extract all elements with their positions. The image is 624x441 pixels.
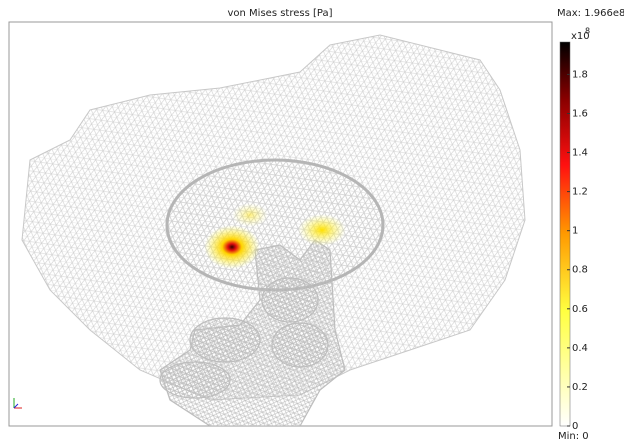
exponent: 8 — [585, 27, 590, 36]
colorbar-tick-label: 0.8 — [572, 265, 588, 276]
colorbar-tick-label: 1.2 — [572, 187, 588, 198]
coil-2 — [272, 323, 328, 367]
hotspot — [204, 225, 260, 269]
colorbar-tick-label: 0.6 — [572, 304, 588, 315]
colorbar-tick-label: 1.4 — [572, 148, 588, 159]
hotspot — [298, 214, 346, 246]
colorbar-tick-label: 1.6 — [572, 108, 588, 119]
max-label: Max: 1.966e8 — [557, 8, 624, 19]
coil-3 — [190, 318, 260, 362]
min-label: Min: 0 — [558, 431, 589, 441]
colorbar — [560, 42, 570, 426]
coil-1 — [262, 278, 318, 322]
colorbar-tick-label: 1 — [572, 226, 578, 237]
colorbar-tick-label: 0.4 — [572, 343, 588, 354]
hotspot — [232, 203, 268, 227]
colorbar-tick-label: 1.8 — [572, 69, 588, 80]
colorbar-tick-label: 0.2 — [572, 382, 588, 393]
colorbar-tick-label: 0 — [572, 421, 578, 432]
screen: von Mises stress [Pa] Max: 1.966e8 x10 8… — [0, 0, 624, 441]
coil-4 — [160, 362, 230, 398]
plot-title: von Mises stress [Pa] — [228, 8, 333, 19]
